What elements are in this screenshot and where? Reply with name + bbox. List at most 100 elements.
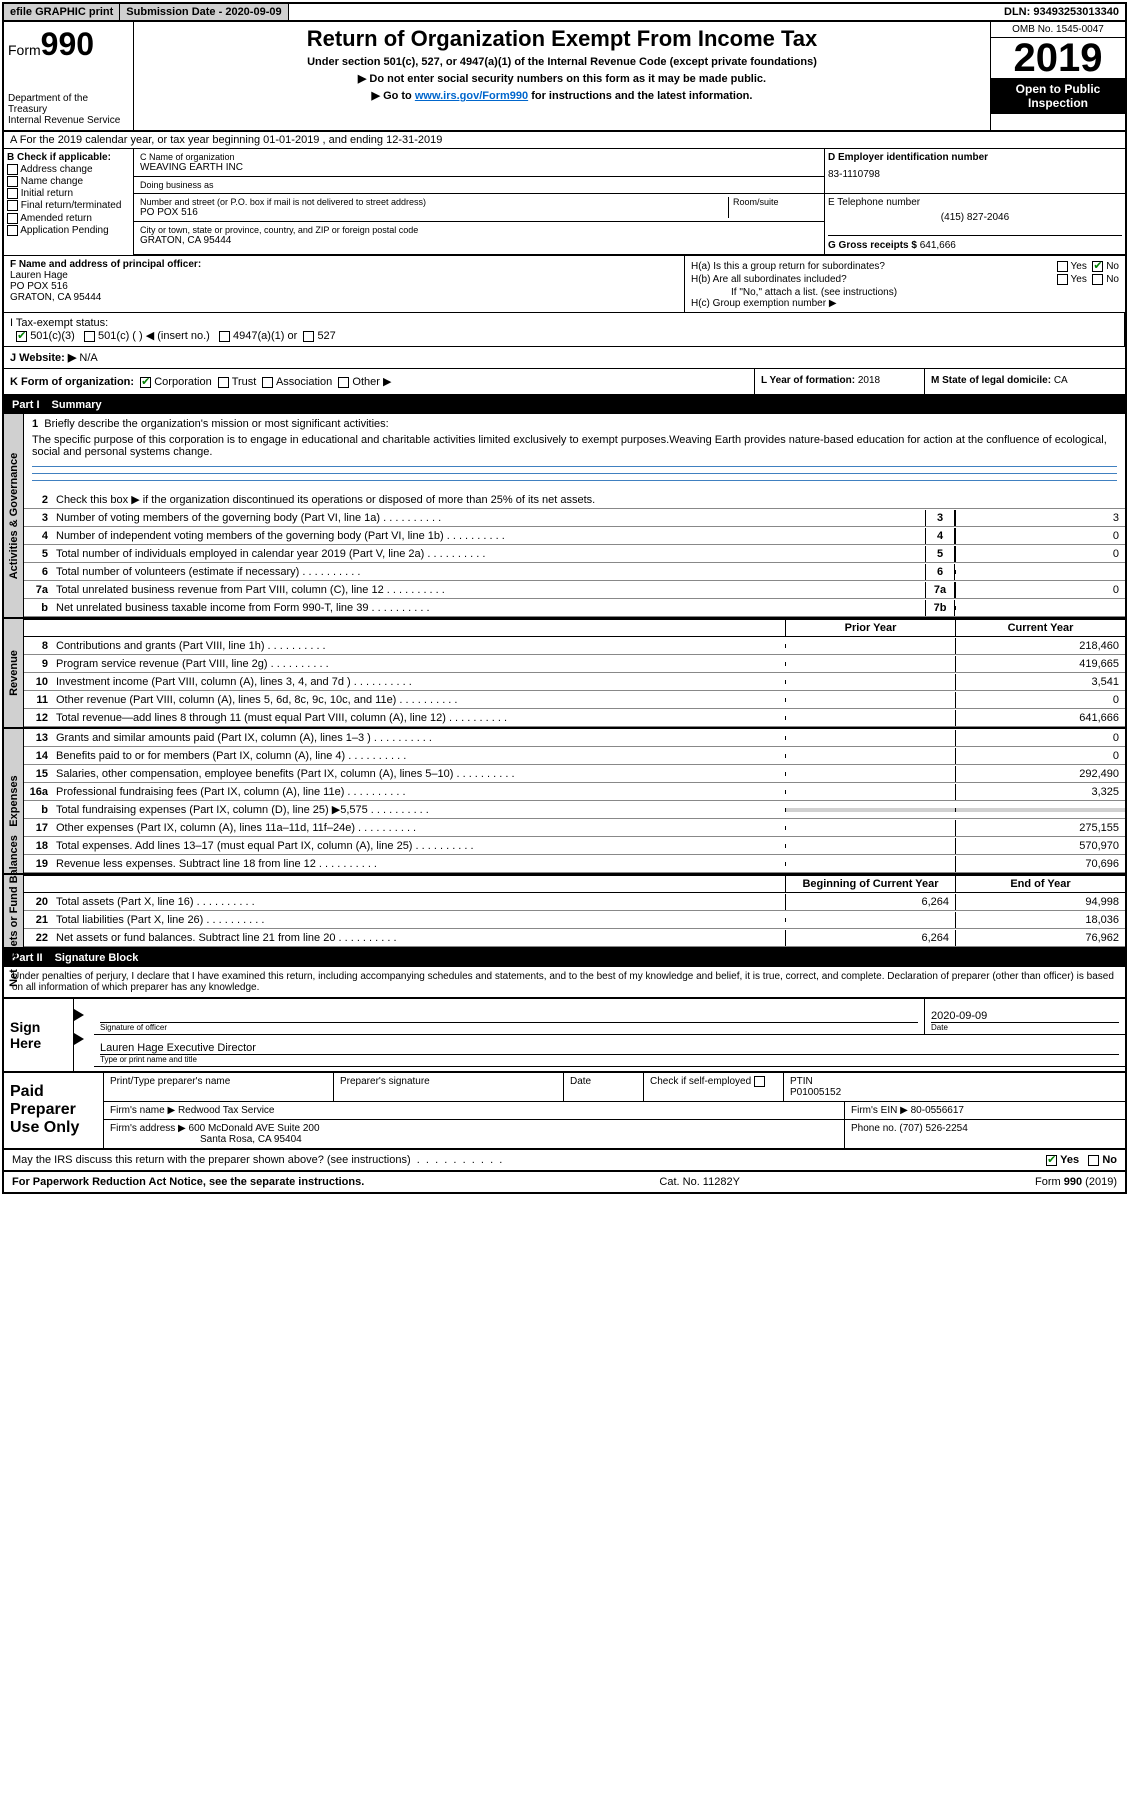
table-row: 13Grants and similar amounts paid (Part … bbox=[24, 729, 1125, 747]
row-ij: I Tax-exempt status: 501(c)(3) 501(c) ( … bbox=[4, 313, 1125, 347]
sub3-pre: ▶ Go to bbox=[372, 90, 415, 102]
table-row: bTotal fundraising expenses (Part IX, co… bbox=[24, 801, 1125, 819]
firm-ein-value: 80-0556617 bbox=[911, 1105, 964, 1116]
vert-revenue: Revenue bbox=[4, 619, 24, 727]
firm-addr-cell: Firm's address ▶ 600 McDonald AVE Suite … bbox=[104, 1120, 845, 1148]
phone-label: Phone no. bbox=[851, 1123, 899, 1134]
state-domicile: M State of legal domicile: CA bbox=[925, 369, 1125, 394]
open-to-public: Open to Public Inspection bbox=[991, 78, 1125, 114]
header-mid: Return of Organization Exempt From Incom… bbox=[134, 22, 990, 130]
f-label: F Name and address of principal officer: bbox=[10, 259, 678, 270]
cb-application-pending[interactable]: Application Pending bbox=[7, 225, 130, 236]
k-assoc[interactable]: Association bbox=[276, 376, 332, 388]
firm-name-value: Redwood Tax Service bbox=[178, 1105, 275, 1116]
header: Form990 Department of the Treasury Inter… bbox=[4, 22, 1125, 132]
table-row: 15Salaries, other compensation, employee… bbox=[24, 765, 1125, 783]
k-other[interactable]: Other ▶ bbox=[352, 376, 391, 388]
part2-header: Part II Signature Block bbox=[4, 949, 1125, 967]
website-value: N/A bbox=[79, 352, 97, 364]
line2: Check this box ▶ if the organization dis… bbox=[52, 491, 1125, 508]
tax-year: 2019 bbox=[991, 38, 1125, 78]
ha-no[interactable]: No bbox=[1106, 261, 1119, 272]
officer-signature[interactable] bbox=[100, 1010, 918, 1022]
preparer-sig-label: Preparer's signature bbox=[334, 1073, 564, 1101]
table-row: 7aTotal unrelated business revenue from … bbox=[24, 581, 1125, 599]
efile-button[interactable]: efile GRAPHIC print bbox=[4, 4, 120, 20]
table-row: bNet unrelated business taxable income f… bbox=[24, 599, 1125, 617]
form-of-org: K Form of organization: Corporation Trus… bbox=[4, 369, 755, 394]
col-h: H(a) Is this a group return for subordin… bbox=[685, 256, 1125, 312]
preparer-name-label: Print/Type preparer's name bbox=[104, 1073, 334, 1101]
phone-receipts-cell: E Telephone number (415) 827-2046 G Gros… bbox=[825, 194, 1125, 254]
part1-revenue: Revenue Prior Year Current Year 8Contrib… bbox=[4, 619, 1125, 729]
i-4947[interactable]: 4947(a)(1) or bbox=[233, 330, 297, 342]
irs-discuss-row: May the IRS discuss this return with the… bbox=[4, 1150, 1125, 1172]
hb-no[interactable]: No bbox=[1106, 274, 1119, 285]
table-row: 16aProfessional fundraising fees (Part I… bbox=[24, 783, 1125, 801]
hb-yes[interactable]: Yes bbox=[1071, 274, 1087, 285]
table-row: 21Total liabilities (Part X, line 26) . … bbox=[24, 911, 1125, 929]
arrow-icon bbox=[74, 1009, 84, 1021]
subtitle2: ▶ Do not enter social security numbers o… bbox=[142, 72, 982, 85]
type-print-label: Type or print name and title bbox=[100, 1054, 1119, 1064]
paid-preparer-label: Paid Preparer Use Only bbox=[4, 1073, 104, 1148]
vert-netassets: Net Assets or Fund Balances bbox=[4, 875, 24, 947]
officer-name-title: Lauren Hage Executive Director bbox=[100, 1042, 1119, 1054]
ha-yes[interactable]: Yes bbox=[1071, 261, 1087, 272]
i-label: I Tax-exempt status: bbox=[10, 317, 108, 329]
irs-no[interactable]: No bbox=[1102, 1154, 1117, 1166]
table-row: 10Investment income (Part VIII, column (… bbox=[24, 673, 1125, 691]
irs-yes[interactable]: Yes bbox=[1060, 1154, 1079, 1166]
m-label: M State of legal domicile: bbox=[931, 375, 1054, 386]
i-501c[interactable]: 501(c) ( ) ◀ (insert no.) bbox=[98, 330, 210, 342]
addr-label: Number and street (or P.O. box if mail i… bbox=[140, 197, 728, 207]
current-year-hdr: Current Year bbox=[955, 620, 1125, 636]
submission-date: Submission Date - 2020-09-09 bbox=[120, 4, 288, 20]
sign-here-label: Sign Here bbox=[4, 999, 74, 1071]
boy-hdr: Beginning of Current Year bbox=[785, 876, 955, 892]
submission-date-value: 2020-09-09 bbox=[225, 6, 281, 18]
l-label: L Year of formation: bbox=[761, 375, 858, 386]
firm-name-label: Firm's name ▶ bbox=[110, 1105, 175, 1116]
officer-addr1: PO POX 516 bbox=[10, 281, 678, 292]
addr-value: PO POX 516 bbox=[140, 207, 728, 218]
i-527[interactable]: 527 bbox=[317, 330, 335, 342]
row-j: J Website: ▶ N/A bbox=[4, 347, 1125, 369]
col-b-checkboxes: B Check if applicable: Address change Na… bbox=[4, 149, 134, 255]
cb-amended-return[interactable]: Amended return bbox=[7, 213, 130, 224]
top-bar: efile GRAPHIC print Submission Date - 20… bbox=[4, 4, 1125, 22]
paid-preparer: Paid Preparer Use Only Print/Type prepar… bbox=[4, 1073, 1125, 1150]
i-501c3[interactable]: 501(c)(3) bbox=[30, 330, 75, 342]
k-corp[interactable]: Corporation bbox=[154, 376, 211, 388]
k-trust[interactable]: Trust bbox=[232, 376, 257, 388]
netassets-header: Beginning of Current Year End of Year bbox=[24, 875, 1125, 893]
mission-text: The specific purpose of this corporation… bbox=[32, 434, 1117, 458]
org-name: WEAVING EARTH INC bbox=[140, 162, 818, 173]
cb-name-change[interactable]: Name change bbox=[7, 176, 130, 187]
part1-ag: Activities & Governance 1 Briefly descri… bbox=[4, 414, 1125, 619]
eoy-hdr: End of Year bbox=[955, 876, 1125, 892]
sign-here: Sign Here Signature of officer 2020-09-0… bbox=[4, 999, 1125, 1073]
part1-netassets: Net Assets or Fund Balances Beginning of… bbox=[4, 875, 1125, 949]
irs-discuss-question: May the IRS discuss this return with the… bbox=[12, 1154, 1046, 1166]
cb-address-change[interactable]: Address change bbox=[7, 164, 130, 175]
vert-activities: Activities & Governance bbox=[4, 414, 24, 617]
form-word: Form bbox=[8, 42, 41, 58]
cb-initial-return[interactable]: Initial return bbox=[7, 188, 130, 199]
phone-label: E Telephone number bbox=[828, 197, 1122, 208]
table-row: 8Contributions and grants (Part VIII, li… bbox=[24, 637, 1125, 655]
k-label: K Form of organization: bbox=[10, 376, 134, 388]
cb-final-return[interactable]: Final return/terminated bbox=[7, 200, 130, 211]
part1-header: Part I Summary bbox=[4, 396, 1125, 414]
room-label: Room/suite bbox=[733, 197, 818, 207]
hb-note: If "No," attach a list. (see instruction… bbox=[691, 287, 1119, 298]
firm-name-cell: Firm's name ▶ Redwood Tax Service bbox=[104, 1102, 845, 1119]
revenue-header: Prior Year Current Year bbox=[24, 619, 1125, 637]
firm-addr1: 600 McDonald AVE Suite 200 bbox=[189, 1123, 320, 1134]
self-employed-check[interactable]: Check if self-employed bbox=[644, 1073, 784, 1101]
form-990-page: efile GRAPHIC print Submission Date - 20… bbox=[2, 2, 1127, 1194]
city-cell: City or town, state or province, country… bbox=[134, 222, 824, 249]
prior-year-hdr: Prior Year bbox=[785, 620, 955, 636]
firm-addr2: Santa Rosa, CA 95404 bbox=[110, 1134, 302, 1145]
instructions-link[interactable]: www.irs.gov/Form990 bbox=[415, 90, 528, 102]
